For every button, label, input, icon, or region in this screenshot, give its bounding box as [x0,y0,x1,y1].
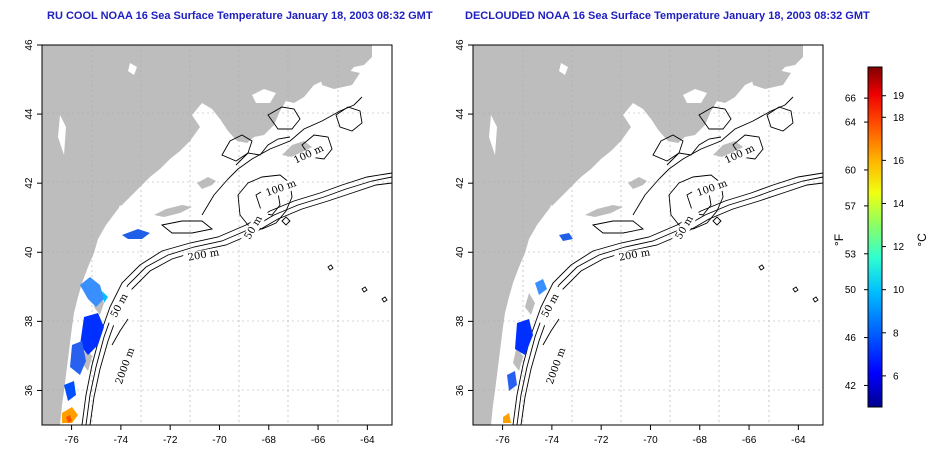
left-contour-label-bg [260,176,302,201]
left-sst-patches [62,229,150,423]
left-contour-label-bg [239,207,269,248]
colorbar-c-tick-label: 16 [893,156,905,167]
right-lon-tick-label: -76 [495,435,510,446]
left-contour-label-bg [182,246,225,265]
right-contour-label-bg [719,141,761,169]
colorbar-c-tick-label: 12 [893,242,905,253]
colorbar-f-tick-label: 60 [845,165,857,176]
right-lon-tick-label: -68 [693,435,708,446]
colorbar-f-tick-label: 42 [845,381,857,392]
right-lat-tick-label: 46 [455,39,466,51]
left-lon-tick-label: -74 [114,435,129,446]
colorbar-f-tick-label: 46 [845,333,857,344]
right-panel-title: DECLOUDED NOAA 16 Sea Surface Temperatur… [465,10,870,22]
left-lat-tick-label: 44 [24,108,35,120]
celsius-unit-label: °C [915,233,929,247]
right-lat-tick-label: 42 [455,177,466,189]
right-map-base [472,44,824,426]
right-lon-tick-label: -70 [643,435,658,446]
left-plot-frame [41,44,393,426]
left-lat-tick-label: 36 [24,384,35,396]
right-plot-frame [472,44,824,426]
left-lat-tick-label: 40 [24,246,35,258]
right-contour-label-bg [536,285,566,327]
colorbar-c-tick-label: 18 [893,113,905,124]
left-lat-tick-label: 46 [24,39,35,51]
right-lat-tick-label: 44 [455,108,466,120]
colorbar-f-tick-label: 50 [845,285,857,296]
colorbar-c-tick-label: 10 [893,285,905,296]
left-lon-tick-label: -68 [262,435,277,446]
colorbar-f-tick-label: 57 [845,201,857,212]
colorbar-f-tick-label: 66 [845,94,857,105]
right-lon-tick-label: -64 [791,435,806,446]
right-lat-tick-label: 40 [455,246,466,258]
right-contour-label-bg [691,176,733,201]
right-lon-tick-label: -74 [545,435,560,446]
right-lon-tick-label: -72 [594,435,609,446]
colorbar-f-tick-label: 53 [845,249,857,260]
colorbar-c-tick-label: 14 [893,199,905,210]
left-contour-label-bg [105,285,135,327]
right-sst-patches [503,233,573,423]
left-panel-title: RU COOL NOAA 16 Sea Surface Temperature … [47,10,433,22]
left-lon-tick-label: -66 [311,435,326,446]
left-lat-tick-label: 42 [24,177,35,189]
left-lon-tick-label: -76 [64,435,79,446]
right-lon-tick-label: -66 [742,435,757,446]
right-contour-label-bg [670,207,700,248]
left-contour-label-bg [113,345,138,387]
left-lon-tick-label: -72 [163,435,178,446]
left-lat-tick-label: 38 [24,315,35,327]
left-lon-tick-label: -64 [360,435,375,446]
right-contour-label-bg [613,246,656,265]
right-lat-tick-label: 38 [455,315,466,327]
colorbar-gradient [867,66,883,408]
left-lon-tick-label: -70 [212,435,227,446]
right-contour-label-bg [544,345,569,387]
colorbar-c-tick-label: 19 [893,91,905,102]
left-map-base [41,44,393,426]
colorbar-f-tick-label: 64 [845,118,857,129]
fahrenheit-unit-label: °F [832,234,846,246]
colorbar-c-tick-label: 6 [893,371,899,382]
right-lat-tick-label: 36 [455,384,466,396]
colorbar-c-tick-label: 8 [893,328,899,339]
left-contour-label-bg [288,141,330,169]
